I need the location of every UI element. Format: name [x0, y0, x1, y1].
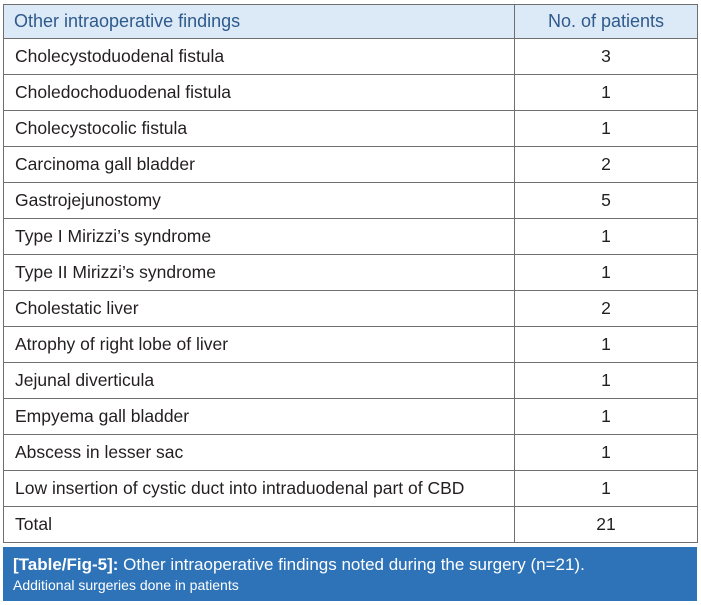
finding-cell: Empyema gall bladder	[3, 398, 515, 435]
caption-subtext: Additional surgeries done in patients	[13, 577, 239, 593]
table-body: Cholecystoduodenal fistula 3 Choledochod…	[3, 38, 698, 543]
count-cell: 1	[514, 326, 698, 363]
table-row: Low insertion of cystic duct into intrad…	[3, 470, 698, 507]
table-row: Cholecystocolic fistula 1	[3, 110, 698, 147]
column-header-patients: No. of patients	[514, 4, 698, 39]
count-cell: 1	[514, 362, 698, 399]
table-row: Type I Mirizzi’s syndrome 1	[3, 218, 698, 255]
count-cell: 1	[514, 398, 698, 435]
table-header-row: Other intraoperative findings No. of pat…	[3, 4, 698, 39]
table-row: Empyema gall bladder 1	[3, 398, 698, 435]
findings-table: Other intraoperative findings No. of pat…	[3, 4, 698, 543]
finding-cell: Jejunal diverticula	[3, 362, 515, 399]
finding-cell: Gastrojejunostomy	[3, 182, 515, 219]
count-cell: 1	[514, 434, 698, 471]
count-cell: 1	[514, 254, 698, 291]
finding-cell: Low insertion of cystic duct into intrad…	[3, 470, 515, 507]
finding-cell: Type II Mirizzi’s syndrome	[3, 254, 515, 291]
table-row: Cholestatic liver 2	[3, 290, 698, 327]
caption-title: [Table/Fig-5]: Other intraoperative find…	[13, 554, 687, 575]
count-cell: 1	[514, 218, 698, 255]
column-header-findings: Other intraoperative findings	[3, 4, 515, 39]
table-row: Choledochoduodenal fistula 1	[3, 74, 698, 111]
count-cell: 5	[514, 182, 698, 219]
table-row: Gastrojejunostomy 5	[3, 182, 698, 219]
count-cell: 2	[514, 146, 698, 183]
count-cell: 3	[514, 38, 698, 75]
finding-cell: Choledochoduodenal fistula	[3, 74, 515, 111]
count-cell: 1	[514, 470, 698, 507]
count-cell: 1	[514, 110, 698, 147]
table-row: Cholecystoduodenal fistula 3	[3, 38, 698, 75]
total-label: Total	[3, 506, 515, 543]
findings-table-frame: Other intraoperative findings No. of pat…	[3, 4, 698, 601]
table-row: Atrophy of right lobe of liver 1	[3, 326, 698, 363]
caption-text: Other intraoperative findings noted duri…	[118, 555, 585, 574]
finding-cell: Cholecystocolic fistula	[3, 110, 515, 147]
table-row: Abscess in lesser sac 1	[3, 434, 698, 471]
table-row: Jejunal diverticula 1	[3, 362, 698, 399]
table-row: Carcinoma gall bladder 2	[3, 146, 698, 183]
count-cell: 2	[514, 290, 698, 327]
finding-cell: Type I Mirizzi’s syndrome	[3, 218, 515, 255]
table-row: Type II Mirizzi’s syndrome 1	[3, 254, 698, 291]
finding-cell: Cholecystoduodenal fistula	[3, 38, 515, 75]
finding-cell: Abscess in lesser sac	[3, 434, 515, 471]
finding-cell: Carcinoma gall bladder	[3, 146, 515, 183]
finding-cell: Atrophy of right lobe of liver	[3, 326, 515, 363]
count-cell: 1	[514, 74, 698, 111]
table-caption: [Table/Fig-5]: Other intraoperative find…	[3, 547, 697, 601]
caption-label: [Table/Fig-5]:	[13, 555, 119, 574]
total-count: 21	[514, 506, 698, 543]
finding-cell: Cholestatic liver	[3, 290, 515, 327]
total-row: Total 21	[3, 506, 698, 543]
